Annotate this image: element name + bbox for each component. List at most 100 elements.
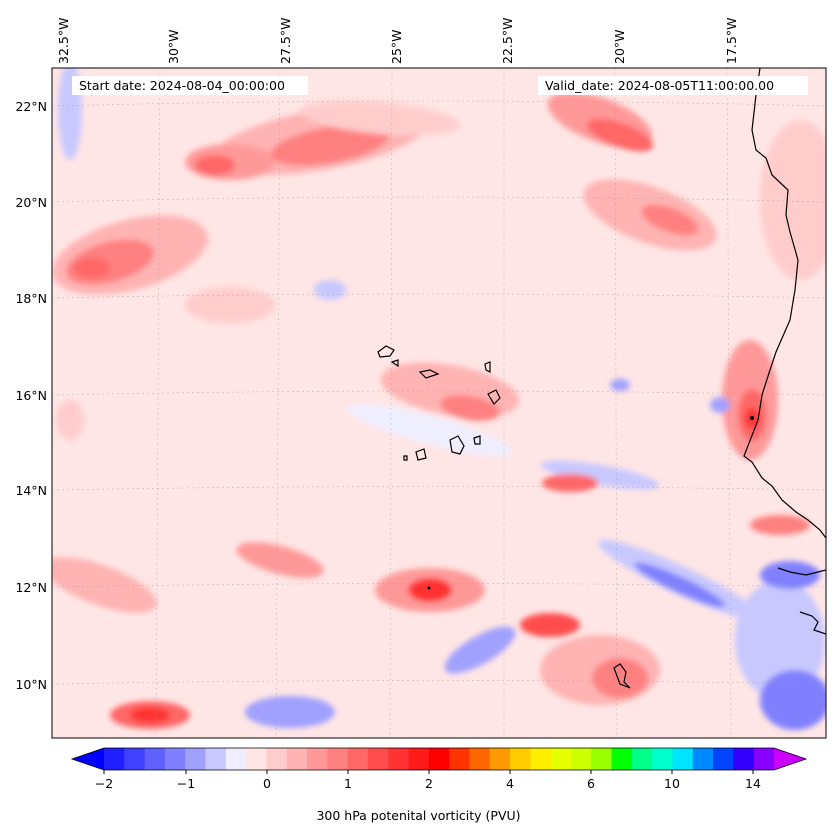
colorbar-tick-label: 4 [506,776,514,791]
pv-contour [185,287,275,323]
cape-verde-islands [377,345,631,689]
pv-contour [408,578,452,602]
pv-contour [760,670,826,730]
pv-contour [130,707,170,723]
pv-contour [52,557,157,613]
colorbar-tick-label: −2 [95,776,113,791]
colorbar-bin [449,748,470,770]
colorbar-bin [347,748,369,770]
start-date-text: Start date: 2024-08-04_00:00:00 [79,78,285,93]
colorbar-bin [672,748,694,770]
pv-contour [300,100,460,136]
valid-date-text: Valid_date: 2024-08-05T11:00:00.00 [545,78,774,93]
colorbar-bin [631,748,653,770]
pv-contour [245,696,335,728]
pv-contour [195,155,235,175]
colorbar-bin [530,748,552,770]
pv-contour [520,613,580,637]
colorbar-tick-label: 14 [745,776,761,791]
lat-label: 22°N [15,99,47,114]
colorbar-bin [246,748,267,770]
pv-contour [542,474,598,492]
colorbar-bin [205,748,227,770]
pv-contour [592,658,648,698]
colorbar-bin [307,748,328,770]
pv-contour [710,397,730,413]
colorbar-bin [388,748,410,770]
pv-contour [610,379,630,391]
colorbar-bin [164,748,186,770]
colorbar-bin [286,748,308,770]
lon-label: 32.5°W [56,18,71,64]
colorbar-bin [713,748,734,770]
pv-contour [750,515,810,535]
pv-contour [586,118,654,152]
lat-label: 12°N [15,580,47,595]
lat-label: 18°N [15,291,47,306]
pv-contour [270,124,390,166]
pv-contour [634,562,726,608]
colorbar-bin [733,748,755,770]
colorbar-extend-max [774,748,806,770]
colorbar-bin [550,748,572,770]
pv-contour [540,460,660,490]
pv-contour-field [52,68,826,730]
colorbar-bin [144,748,166,770]
colorbar-bin [611,748,633,770]
colorbar-bin [753,748,775,770]
colorbar-tick-label: 0 [263,776,271,791]
pv-contour [735,580,825,700]
pv-contour [58,68,82,160]
colorbar-bin [266,748,288,770]
pv-contour [641,204,699,236]
colorbar-bin [124,748,146,770]
colorbar-label: 300 hPa potenital vorticity (PVU) [316,808,521,823]
colorbar-bin [225,748,247,770]
colorbar-extend-min [72,748,104,770]
valid-date-box [538,76,808,95]
colorbar-bin [469,748,491,770]
colorbar-bin [367,748,389,770]
pv-contour [440,395,500,421]
lat-label: 10°N [15,677,47,692]
map-panel [52,68,826,738]
colorbar-bin [185,748,207,770]
pv-contour [760,120,826,280]
pv-contour [236,542,324,578]
colorbar-bin [428,748,450,770]
pv-contour [444,626,516,674]
gridlines [52,68,826,738]
pv-contour [74,258,110,278]
colorbar-tick-label: −1 [177,776,195,791]
colorbar-tick-label: 10 [664,776,680,791]
colorbar-bin [327,748,349,770]
colorbar-bin [489,748,511,770]
colorbar-tick-label: 1 [344,776,352,791]
lon-label: 30°W [166,29,181,64]
colorbar-bin [104,748,125,770]
latitude-labels: 22°N 20°N 18°N 16°N 14°N 12°N 10°N [15,99,47,692]
lon-label: 27.5°W [278,18,293,64]
colorbar-tick-label: 2 [425,776,433,791]
lat-label: 16°N [15,388,47,403]
pv-contour [314,280,346,300]
pv-contour [56,400,84,440]
pv-contour [347,404,513,456]
colorbar-bin [510,748,531,770]
lon-label: 20°W [612,29,627,64]
start-date-box [72,76,308,95]
colorbar-bin [692,748,714,770]
colorbar-bin [570,748,592,770]
lon-label: 25°W [389,29,404,64]
lon-label: 17.5°W [724,18,739,64]
pv-contour [760,561,820,589]
colorbar: −2 −1 0 1 2 4 6 10 14 [70,747,808,791]
lat-label: 20°N [15,195,47,210]
lat-label: 14°N [15,483,47,498]
coastline [743,68,826,635]
colorbar-bin [591,748,613,770]
colorbar-tick-label: 6 [587,776,595,791]
colorbar-bin [408,748,430,770]
colorbar-bin [652,748,673,770]
map-frame [51,67,827,739]
